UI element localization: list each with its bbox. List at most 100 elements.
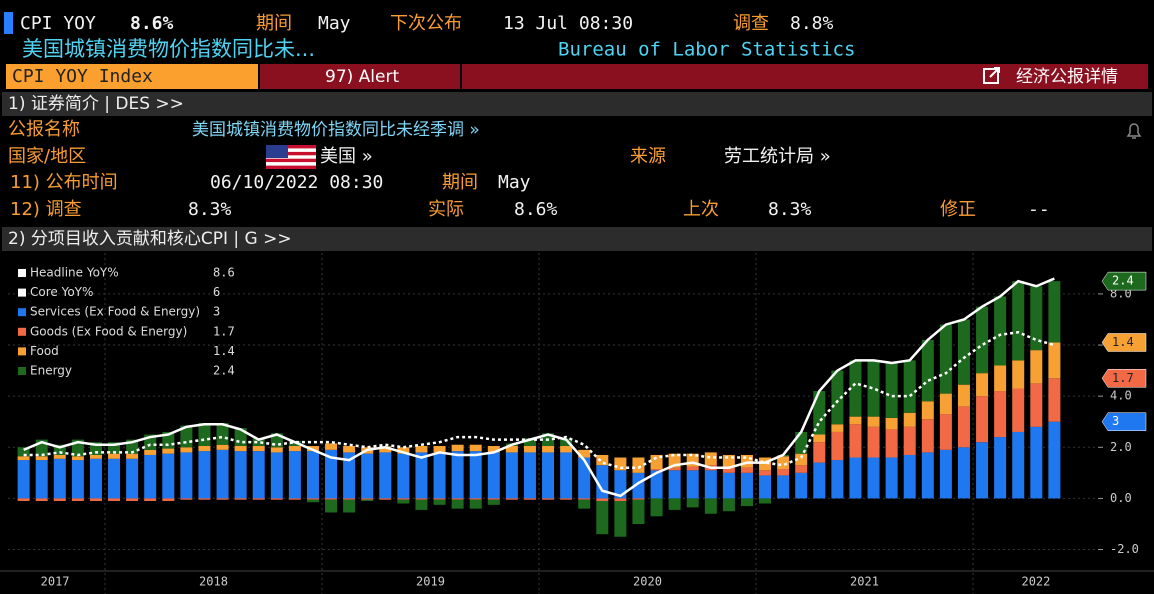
section-title[interactable]: 2) 分项目收入贡献和核心CPI | G >> (8, 229, 292, 249)
bar-segment (903, 426, 916, 455)
release-name[interactable]: 美国城镇消费物价指数同比未经季调 » (192, 120, 480, 140)
external-icon[interactable] (983, 67, 1000, 84)
bar-segment (216, 498, 229, 500)
bar-segment (433, 452, 446, 499)
marker (4, 12, 13, 34)
bar-segment (849, 360, 862, 417)
bar-segment (849, 424, 862, 458)
value-tag (1101, 333, 1147, 352)
bar-segment (831, 431, 844, 461)
bar-segment (560, 438, 573, 447)
label: 上次 (683, 199, 719, 220)
section-title[interactable]: 1) 证券简介 | DES >> (8, 94, 184, 114)
bar-segment (198, 446, 211, 452)
bar-segment (343, 446, 356, 453)
bar-segment (180, 452, 193, 499)
bar-segment (415, 446, 428, 453)
bar-segment (71, 456, 84, 461)
bar-segment (795, 465, 808, 473)
label: 国家/地区 (8, 146, 86, 167)
bar-segment (939, 449, 952, 499)
bar-segment (162, 498, 175, 501)
alert-button[interactable] (260, 64, 460, 89)
bar-segment (578, 457, 591, 499)
bar-segment (270, 498, 283, 500)
bar-segment (614, 498, 627, 501)
bar-segment (451, 499, 464, 509)
bar-segment (849, 457, 862, 499)
bar-segment (288, 451, 301, 499)
bar-segment (252, 446, 265, 452)
alert-label[interactable]: 97) Alert (325, 67, 399, 87)
bar-segment (632, 472, 645, 499)
bar-segment (162, 448, 175, 454)
bar-segment (704, 452, 717, 466)
legend-value: 1.4 (213, 344, 235, 358)
bar-segment (650, 470, 663, 499)
bar-segment (1048, 378, 1061, 422)
bell-icon[interactable] (1126, 123, 1142, 139)
bar-segment (668, 498, 681, 510)
x-tick-label: 2021 (850, 575, 879, 589)
security-tab[interactable] (6, 64, 258, 89)
us-flag (266, 145, 316, 169)
last-value: 8.6% (130, 13, 174, 34)
bar-segment (903, 454, 916, 499)
country[interactable]: 美国 » (320, 146, 373, 167)
source[interactable]: 劳工统计局 » (724, 146, 831, 167)
source: Bureau of Labor Statistics (558, 39, 855, 61)
bar-segment (216, 444, 229, 450)
bar-segment (325, 499, 338, 513)
bar-segment (397, 499, 410, 504)
bar-segment (668, 467, 681, 471)
bar-segment (108, 453, 121, 459)
bar-segment (1048, 342, 1061, 379)
bar-segment (487, 452, 500, 499)
legend-swatch (18, 288, 26, 297)
bar-segment (198, 451, 211, 499)
value: -- (1028, 199, 1050, 220)
bar-segment (469, 498, 482, 500)
section-bar (2, 92, 1152, 116)
bar-segment (813, 391, 826, 435)
bar-segment (614, 470, 627, 499)
ticker: CPI YOY (20, 13, 96, 34)
bar-segment (1012, 360, 1025, 389)
bar-segment (270, 447, 283, 453)
bar-segment (795, 453, 808, 466)
bar-segment (939, 414, 952, 450)
value-tag (1101, 271, 1147, 291)
bar-segment (740, 454, 753, 468)
bar-segment (325, 443, 338, 450)
bar-segment (89, 454, 102, 459)
bar-segment (614, 500, 627, 537)
bar-segment (361, 453, 374, 499)
details-link[interactable]: 经济公报详情 (1016, 67, 1118, 87)
bar-segment (976, 306, 989, 374)
bar-segment (976, 396, 989, 443)
bar-segment (180, 498, 193, 500)
y-tick-label: 4.0 (1110, 389, 1132, 403)
bar-segment (957, 406, 970, 448)
bar-segment (867, 416, 880, 427)
legend-swatch (18, 327, 26, 336)
security-tab-label[interactable]: CPI YOY Index (12, 66, 153, 87)
bar-segment (632, 499, 645, 524)
value-tag-label: 2.4 (1112, 274, 1134, 288)
bar-segment (126, 498, 139, 501)
bar-segment (306, 499, 319, 503)
bar-segment (740, 472, 753, 499)
bar-segment (831, 460, 844, 499)
bar-segment (542, 446, 555, 453)
bar-segment (578, 499, 591, 509)
bar-segment (415, 498, 428, 500)
bar-segment (306, 498, 319, 500)
bar-segment (126, 453, 139, 459)
value-tag (1101, 369, 1147, 388)
bar-segment (596, 498, 609, 501)
y-tick-label: -2.0 (1110, 542, 1139, 556)
bar-segment (994, 437, 1007, 499)
bar-segment (469, 451, 482, 499)
bar-segment (759, 470, 772, 476)
